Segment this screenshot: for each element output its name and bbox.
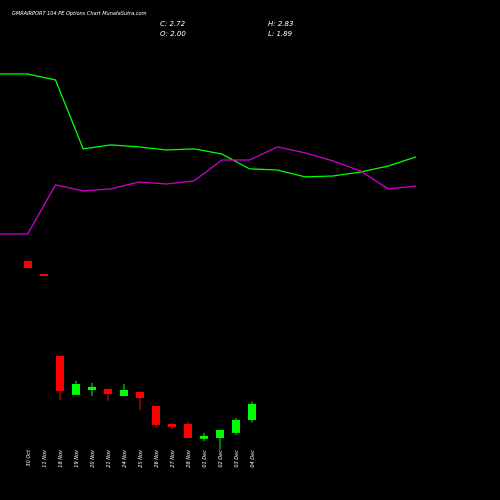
line-series — [0, 73, 417, 178]
x-tick-label: 11 Nov — [42, 449, 48, 468]
x-tick-label: 26 Nov — [154, 449, 160, 468]
x-tick-label: 18 Nov — [58, 449, 64, 468]
x-tick-label: 28 Nov — [186, 449, 192, 468]
candle-body — [216, 430, 224, 438]
candle-body — [232, 420, 240, 433]
low-info: L: 1.89 — [268, 30, 293, 38]
candle-body — [104, 388, 112, 394]
open-info: O: 2.00 — [160, 30, 186, 38]
candle-body — [24, 260, 32, 268]
candle-body — [72, 384, 80, 395]
close-info: C: 2.72 — [160, 20, 186, 28]
candle-body — [184, 424, 192, 438]
chart-title: GMRAIRPORT 104 PE Options Chart MunafaSu… — [12, 11, 147, 17]
x-tick-label: 03 Dec — [234, 450, 240, 468]
candle-body — [136, 392, 144, 398]
x-tick-label: 27 Nov — [170, 449, 176, 468]
x-tick-label: 21 Nov — [106, 449, 112, 468]
x-tick-label: 20 Nov — [90, 449, 96, 468]
x-tick-label: 01 Dec — [202, 450, 208, 468]
candle-body — [40, 274, 48, 276]
candle-body — [168, 424, 176, 427]
candle-body — [56, 356, 64, 391]
x-tick-label: 19 Nov — [74, 449, 80, 468]
x-tick-label: 30 Oct — [26, 449, 32, 467]
candle-body — [120, 390, 128, 396]
candle-body — [152, 406, 160, 425]
candle-body — [248, 404, 256, 420]
line-series — [0, 146, 417, 235]
x-tick-label: 02 Dec — [218, 450, 224, 468]
x-tick-label: 24 Nov — [122, 449, 128, 468]
high-info: H: 2.83 — [268, 20, 293, 28]
x-tick-label: 25 Nov — [138, 449, 144, 468]
candle-body — [200, 436, 208, 439]
candle-body — [88, 386, 96, 390]
x-tick-label: 04 Dec — [250, 450, 256, 468]
